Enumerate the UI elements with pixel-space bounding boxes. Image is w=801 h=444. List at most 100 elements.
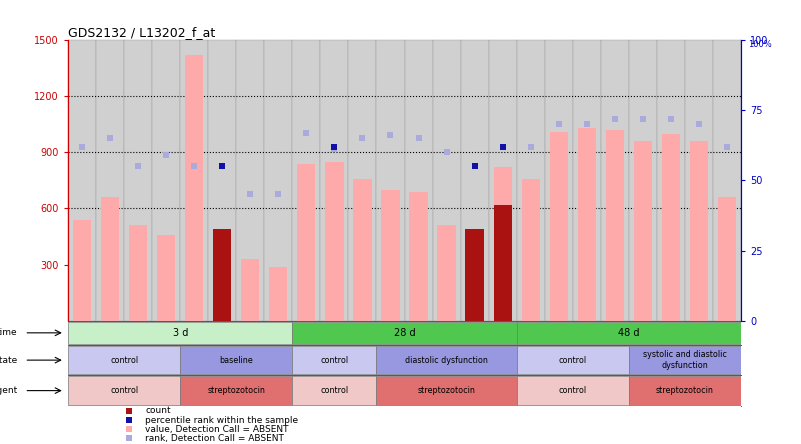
Bar <box>152 40 180 321</box>
Text: diastolic dysfunction: diastolic dysfunction <box>405 356 488 365</box>
Bar <box>297 163 316 321</box>
Bar <box>376 40 405 321</box>
Bar <box>545 40 573 321</box>
Bar <box>685 40 713 321</box>
Bar <box>185 55 203 321</box>
FancyBboxPatch shape <box>376 346 517 374</box>
Bar <box>629 40 657 321</box>
FancyBboxPatch shape <box>629 376 741 405</box>
Bar <box>489 40 517 321</box>
Bar <box>320 40 348 321</box>
Text: count: count <box>146 406 171 416</box>
Bar <box>241 259 260 321</box>
Bar <box>180 40 208 321</box>
Text: time: time <box>0 329 18 337</box>
FancyBboxPatch shape <box>292 376 376 405</box>
Bar <box>461 40 489 321</box>
Bar <box>353 178 372 321</box>
FancyBboxPatch shape <box>292 321 517 344</box>
Bar <box>405 40 433 321</box>
Text: 100%: 100% <box>747 40 771 49</box>
Bar <box>657 40 685 321</box>
Bar <box>264 40 292 321</box>
Bar <box>634 141 652 321</box>
Bar <box>348 40 376 321</box>
FancyBboxPatch shape <box>180 346 292 374</box>
Bar <box>236 40 264 321</box>
Bar <box>573 40 601 321</box>
Text: systolic and diastolic
dysfunction: systolic and diastolic dysfunction <box>643 350 727 370</box>
Bar <box>573 40 601 321</box>
Bar <box>96 40 124 321</box>
Bar <box>690 141 708 321</box>
Bar <box>157 235 175 321</box>
Text: streptozotocin: streptozotocin <box>207 386 265 395</box>
Bar <box>521 178 540 321</box>
Bar <box>180 40 208 321</box>
Bar <box>325 162 344 321</box>
Bar <box>657 40 685 321</box>
Bar <box>718 197 736 321</box>
FancyBboxPatch shape <box>376 376 517 405</box>
Bar <box>73 220 91 321</box>
Bar <box>124 40 152 321</box>
Bar <box>208 40 236 321</box>
Text: disease state: disease state <box>0 356 18 365</box>
Bar <box>578 128 596 321</box>
Bar <box>629 40 657 321</box>
Bar <box>517 40 545 321</box>
FancyBboxPatch shape <box>629 346 741 374</box>
Bar <box>493 205 512 321</box>
FancyBboxPatch shape <box>517 321 741 344</box>
Bar <box>348 40 376 321</box>
Bar <box>493 167 512 321</box>
Text: 3 d: 3 d <box>172 328 188 338</box>
FancyBboxPatch shape <box>68 346 180 374</box>
FancyBboxPatch shape <box>68 376 180 405</box>
Text: value, Detection Call = ABSENT: value, Detection Call = ABSENT <box>146 424 289 434</box>
Bar <box>489 40 517 321</box>
Bar <box>409 192 428 321</box>
Bar <box>129 225 147 321</box>
Bar <box>549 132 568 321</box>
Text: GDS2132 / L13202_f_at: GDS2132 / L13202_f_at <box>68 26 215 39</box>
Text: percentile rank within the sample: percentile rank within the sample <box>146 416 299 424</box>
Bar <box>376 40 405 321</box>
Text: control: control <box>320 386 348 395</box>
Bar <box>461 40 489 321</box>
FancyBboxPatch shape <box>517 346 629 374</box>
Text: 48 d: 48 d <box>618 328 639 338</box>
Bar <box>713 40 741 321</box>
Bar <box>68 40 96 321</box>
Bar <box>662 134 680 321</box>
FancyBboxPatch shape <box>180 376 292 405</box>
Bar <box>264 40 292 321</box>
Bar <box>292 40 320 321</box>
Bar <box>405 40 433 321</box>
Bar <box>465 229 484 321</box>
Bar <box>152 40 180 321</box>
FancyBboxPatch shape <box>68 321 292 344</box>
Text: control: control <box>320 356 348 365</box>
Bar <box>68 40 96 321</box>
Text: rank, Detection Call = ABSENT: rank, Detection Call = ABSENT <box>146 434 284 443</box>
Text: 28 d: 28 d <box>394 328 415 338</box>
Bar <box>213 229 231 321</box>
Text: baseline: baseline <box>219 356 253 365</box>
Bar <box>292 40 320 321</box>
Bar <box>96 40 124 321</box>
Bar <box>101 197 119 321</box>
Text: control: control <box>558 356 587 365</box>
Bar <box>236 40 264 321</box>
Bar <box>269 266 288 321</box>
Text: control: control <box>110 356 139 365</box>
Bar <box>545 40 573 321</box>
Text: streptozotocin: streptozotocin <box>417 386 476 395</box>
Bar <box>437 225 456 321</box>
Bar <box>606 130 624 321</box>
Text: streptozotocin: streptozotocin <box>656 386 714 395</box>
Bar <box>601 40 629 321</box>
Bar <box>124 40 152 321</box>
Bar <box>685 40 713 321</box>
Bar <box>517 40 545 321</box>
